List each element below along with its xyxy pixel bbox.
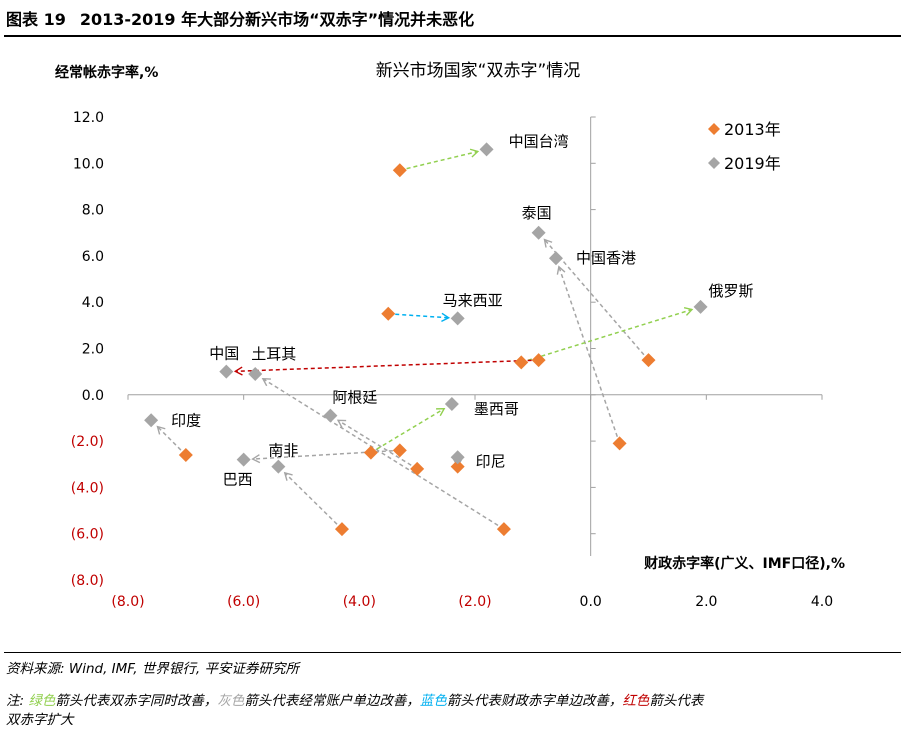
legend-note: 注: 绿色箭头代表双赤字同时改善，灰色箭头代表经常账户单边改善，蓝色箭头代表财政… xyxy=(6,692,899,730)
marker-2019 xyxy=(236,452,251,467)
y-tick-label: (8.0) xyxy=(71,573,104,589)
y-tick-label: (6.0) xyxy=(71,527,104,543)
marker-2019 xyxy=(323,408,338,423)
note-prefix: 注: xyxy=(6,693,29,709)
legend-marker xyxy=(708,157,720,169)
country-label: 泰国 xyxy=(522,204,552,222)
legend-marker xyxy=(708,123,720,135)
figure-title: 2013-2019 年大部分新兴市场“双赤字”情况并未恶化 xyxy=(79,10,475,29)
marker-2019 xyxy=(450,450,465,465)
arrow-gray xyxy=(283,471,338,525)
arrow-green xyxy=(527,307,694,362)
figure-number: 图表 19 xyxy=(6,10,66,29)
x-tick-label: (2.0) xyxy=(458,594,491,610)
y-tick-label: 4.0 xyxy=(82,295,104,311)
country-label: 巴西 xyxy=(223,471,253,489)
y-tick-label: 0.0 xyxy=(82,388,104,404)
header-rule xyxy=(4,35,901,37)
note-gray-text: 箭头代表经常账户单边改善， xyxy=(244,693,420,709)
arrow-gray xyxy=(556,265,619,438)
marker-2019 xyxy=(450,311,465,326)
footer-rule xyxy=(4,652,901,653)
x-tick-label: (4.0) xyxy=(343,594,376,610)
marker-2013 xyxy=(450,459,465,474)
arrow-green xyxy=(406,148,480,170)
x-tick-label: (8.0) xyxy=(111,594,144,610)
country-label: 墨西哥 xyxy=(474,400,519,418)
marker-2013 xyxy=(612,436,627,451)
note-green-text: 箭头代表双赤字同时改善， xyxy=(55,693,218,709)
marker-2019 xyxy=(271,459,286,474)
arrow-red xyxy=(233,359,532,376)
marker-2013 xyxy=(392,443,407,458)
note-line2: 双赤字扩大 xyxy=(6,712,74,728)
y-tick-label: (4.0) xyxy=(71,480,104,496)
y-tick-label: 12.0 xyxy=(73,110,104,126)
country-label: 中国台湾 xyxy=(509,132,569,150)
x-tick-label: (6.0) xyxy=(227,594,260,610)
y-tick-label: 8.0 xyxy=(82,203,104,219)
country-label: 俄罗斯 xyxy=(709,282,754,300)
marker-2019 xyxy=(693,299,708,314)
y-tick-label: (2.0) xyxy=(71,434,104,450)
marker-2019 xyxy=(144,413,159,428)
legend: 2013年 2019年 xyxy=(708,120,781,173)
country-label: 南非 xyxy=(268,442,298,460)
note-blue: 蓝色 xyxy=(419,693,447,709)
y-axis-title: 经常帐赤字率,% xyxy=(55,64,158,81)
note-gray: 灰色 xyxy=(217,693,245,709)
note-red: 红色 xyxy=(622,693,650,709)
marker-2019 xyxy=(479,142,494,157)
figure-header: 图表 19 2013-2019 年大部分新兴市场“双赤字”情况并未恶化 xyxy=(6,6,474,30)
arrow-gray xyxy=(156,425,182,451)
country-label: 中国 xyxy=(209,345,239,363)
note-green: 绿色 xyxy=(28,693,56,709)
chart-title: 新兴市场国家“双赤字”情况 xyxy=(376,61,581,81)
marker-2019 xyxy=(219,364,234,379)
y-tick-label: 6.0 xyxy=(82,249,104,265)
x-tick-label: 4.0 xyxy=(811,594,833,610)
marker-2019 xyxy=(531,225,546,240)
note-blue-text: 箭头代表财政赤字单边改善， xyxy=(446,693,623,709)
marker-2013 xyxy=(334,522,349,537)
x-tick-label: 2.0 xyxy=(695,594,717,610)
x-axis-title: 财政赤字率(广义、IMF口径),% xyxy=(643,555,845,572)
source-note: 资料来源: Wind, IMF, 世界银行, 平安证券研究所 xyxy=(6,661,299,677)
marker-2013 xyxy=(178,447,193,462)
arrow-green xyxy=(376,407,446,450)
country-label: 马来西亚 xyxy=(443,291,503,309)
arrow-blue xyxy=(395,312,451,322)
marker-2013 xyxy=(410,461,425,476)
arrow-gray xyxy=(336,419,412,466)
marker-2013 xyxy=(496,522,511,537)
country-label: 中国香港 xyxy=(576,249,636,267)
marker-2013 xyxy=(392,163,407,178)
marker-2013 xyxy=(531,353,546,368)
marker-2019 xyxy=(444,397,459,412)
marker-2019 xyxy=(248,366,263,381)
country-label: 印尼 xyxy=(476,452,506,470)
x-tick-labels: (8.0) (6.0) (4.0) (2.0) 0.0 2.0 4.0 xyxy=(111,594,833,610)
y-tick-label: 10.0 xyxy=(73,156,104,172)
country-label: 土耳其 xyxy=(251,345,296,363)
x-tick-label: 0.0 xyxy=(580,594,602,610)
marker-2013 xyxy=(641,353,656,368)
marker-2013 xyxy=(381,306,396,321)
change-arrows xyxy=(156,148,694,527)
marker-2013 xyxy=(363,445,378,460)
marker-2019 xyxy=(548,251,563,266)
y-tick-labels: 12.0 10.0 8.0 6.0 4.0 2.0 0.0 (2.0) (4.0) (6.0) (8… xyxy=(71,110,104,589)
legend-label: 2019年 xyxy=(724,154,781,173)
legend-label: 2013年 xyxy=(724,120,781,139)
country-label: 印度 xyxy=(171,411,201,429)
axes xyxy=(127,116,823,556)
country-label: 阿根廷 xyxy=(332,389,377,407)
scatter-chart: 新兴市场国家“双赤字”情况 经常帐赤字率,% 财政赤字率(广义、IMF口径),%… xyxy=(55,61,845,610)
data-markers xyxy=(144,142,708,537)
y-tick-label: 2.0 xyxy=(82,342,104,358)
note-red-text: 箭头代表 xyxy=(649,693,704,709)
marker-2013 xyxy=(514,355,529,370)
